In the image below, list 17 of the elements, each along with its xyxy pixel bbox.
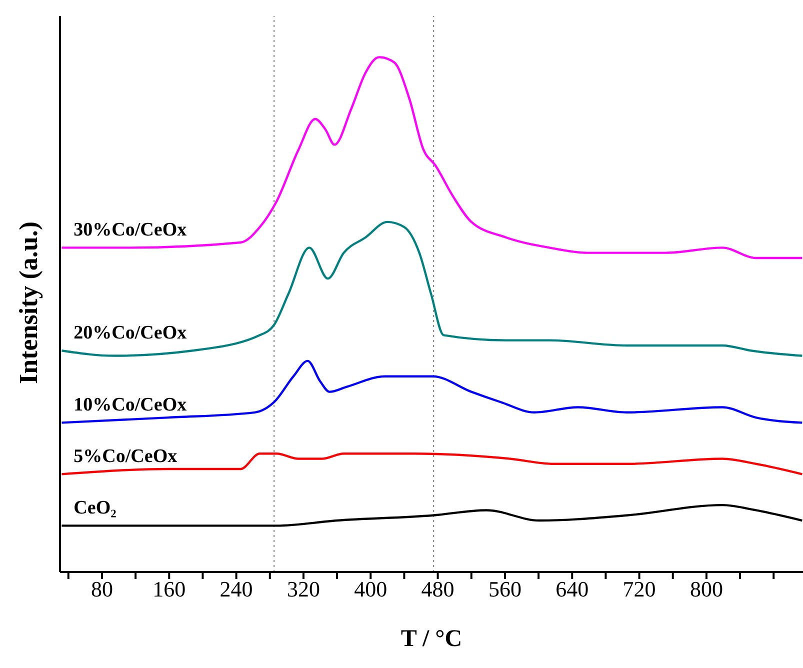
x-tick-label: 80 [90, 576, 113, 602]
series-label: 5%Co/CeOx [74, 446, 178, 468]
series-label: 30%Co/CeOx [74, 220, 188, 241]
x-tick-label: 720 [622, 576, 656, 602]
x-tick-label: 640 [556, 576, 589, 602]
y-axis-title: Intensity (a.u.) [14, 221, 44, 384]
x-tick-label: 320 [286, 576, 320, 602]
x-tick-label: 400 [354, 576, 388, 602]
series-label: 10%Co/CeOx [74, 394, 188, 416]
x-tick-label: 480 [421, 576, 454, 602]
x-axis-title: T / °C [400, 626, 462, 652]
x-tick-label: 240 [220, 576, 253, 602]
series-label: CeO₂ [74, 498, 117, 519]
x-tick-label: 560 [488, 576, 522, 602]
series-label: 20%Co/CeOx [74, 322, 188, 344]
x-tick-label: 800 [690, 576, 723, 602]
x-tick-label: 160 [152, 576, 186, 602]
